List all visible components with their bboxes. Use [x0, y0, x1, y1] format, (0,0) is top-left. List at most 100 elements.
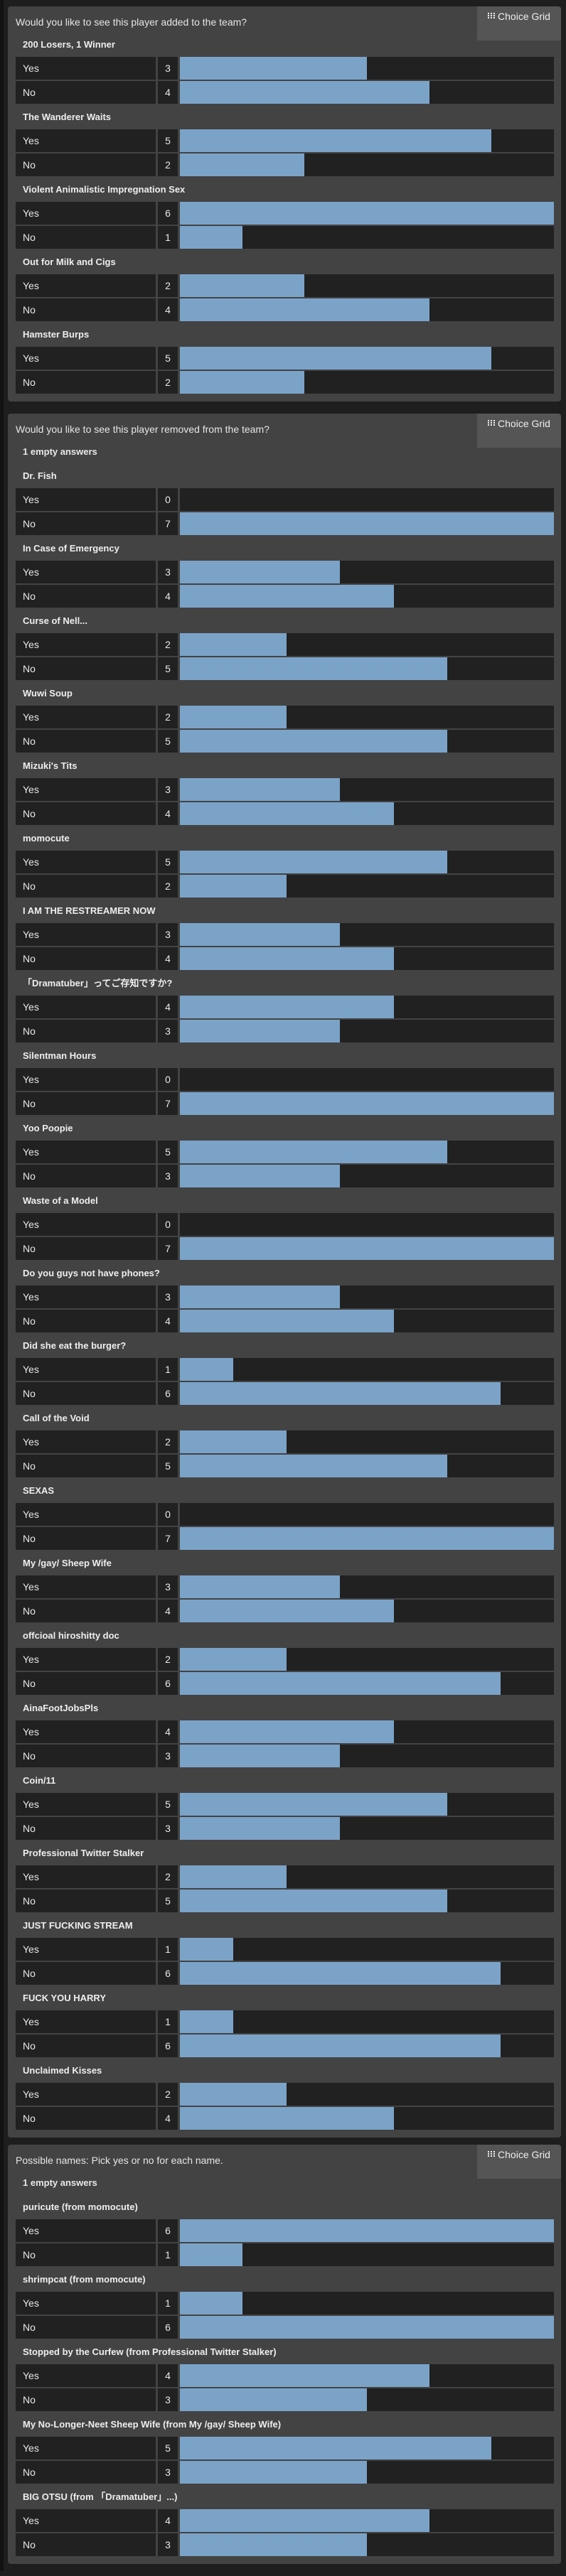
answer-row-no: No 7 [16, 1237, 554, 1260]
grid-row-question: Dr. Fish Yes 0 No 7 [16, 464, 554, 535]
answer-bar-track [180, 1455, 554, 1477]
answer-bar-fill [180, 1648, 287, 1671]
answer-label: No [16, 2533, 156, 2556]
answer-bar-fill [180, 1430, 287, 1453]
grid-row-heading: In Case of Emergency [23, 543, 119, 554]
answer-label: Yes [16, 1865, 156, 1888]
grid-row-heading: Coin/11 [23, 1775, 56, 1786]
answer-row-no: No 6 [16, 1382, 554, 1405]
answer-bar-fill [180, 1358, 234, 1381]
grid-row-heading: Out for Milk and Cigs [23, 257, 116, 267]
choice-grid-label: Choice Grid [498, 2149, 550, 2160]
answer-label: No [16, 585, 156, 608]
answer-bar-fill [180, 512, 554, 535]
grid-row-question: Curse of Nell... Yes 2 No 5 [16, 609, 554, 680]
answer-label: No [16, 1527, 156, 1550]
answer-label: No [16, 2388, 156, 2411]
answer-bar-track [180, 996, 554, 1018]
answer-bar-fill [180, 1600, 394, 1622]
choice-grid-badge[interactable]: Choice Grid [477, 2145, 561, 2179]
grid-row-question: offcioal hiroshitty doc Yes 2 No 6 [16, 1624, 554, 1695]
grid-row-heading: AinaFootJobsPls [23, 1703, 99, 1713]
grid-row-question: FUCK YOU HARRY Yes 1 No 6 [16, 1986, 554, 2057]
grid-row-heading: Professional Twitter Stalker [23, 1848, 144, 1858]
empty-answers-count: 1 empty answers [23, 2177, 97, 2188]
answer-bar-track [180, 129, 554, 152]
grid-row-heading: offcioal hiroshitty doc [23, 1630, 119, 1641]
answer-bar-track [180, 57, 554, 80]
answer-label: No [16, 2035, 156, 2057]
answer-bar-fill [180, 2292, 242, 2314]
page-left-edge [0, 0, 4, 2571]
answer-count: 5 [158, 730, 178, 753]
answer-label: Yes [16, 347, 156, 370]
answer-count: 4 [158, 2364, 178, 2387]
answer-count: 2 [158, 371, 178, 394]
answer-bar-fill [180, 1165, 341, 1187]
grid-row-question: Mizuki's Tits Yes 3 No 4 [16, 754, 554, 825]
answer-bar-track [180, 2219, 554, 2242]
grid-row-heading: Violent Animalistic Impregnation Sex [23, 184, 186, 195]
answer-label: No [16, 1455, 156, 1477]
answer-row-yes: Yes 6 [16, 2219, 554, 2242]
answer-count: 3 [158, 2461, 178, 2484]
answer-row-no: No 2 [16, 371, 554, 394]
answer-bar-fill [180, 2243, 242, 2266]
answer-row-yes: Yes 5 [16, 1793, 554, 1816]
answer-row-yes: Yes 4 [16, 1720, 554, 1743]
grid-row-question: Stopped by the Curfew (from Professional… [16, 2340, 554, 2411]
answer-bar-fill [180, 1938, 234, 1961]
answer-row-yes: Yes 3 [16, 1575, 554, 1598]
answer-row-no: No 3 [16, 1165, 554, 1187]
answer-row-no: No 3 [16, 1020, 554, 1042]
answer-label: Yes [16, 2010, 156, 2033]
question-panel: Would you like to see this player added … [8, 6, 561, 402]
answer-row-no: No 4 [16, 947, 554, 970]
choice-grid-badge[interactable]: Choice Grid [477, 6, 561, 41]
answer-label: No [16, 1672, 156, 1695]
answer-label: Yes [16, 488, 156, 511]
grid-row-heading: Hamster Burps [23, 329, 90, 340]
answer-bar-track [180, 1817, 554, 1840]
answer-bar-track [180, 1310, 554, 1332]
answer-count: 1 [158, 2010, 178, 2033]
answer-label: Yes [16, 633, 156, 656]
answer-bar-fill [180, 2010, 234, 2033]
answer-bar-fill [180, 298, 429, 321]
grid-row-question: Did she eat the burger? Yes 1 No 6 [16, 1334, 554, 1405]
answer-bar-track [180, 1672, 554, 1695]
answer-count: 5 [158, 129, 178, 152]
answer-count: 4 [158, 802, 178, 825]
question-title: Would you like to see this player added … [16, 16, 247, 28]
answer-label: No [16, 1165, 156, 1187]
answer-count: 3 [158, 1165, 178, 1187]
answer-row-yes: Yes 1 [16, 1938, 554, 1961]
answer-count: 3 [158, 2533, 178, 2556]
answer-row-yes: Yes 3 [16, 57, 554, 80]
answer-bar-track [180, 875, 554, 898]
answer-bar-track [180, 226, 554, 249]
answer-bar-track [180, 1938, 554, 1961]
answer-bar-fill [180, 1310, 394, 1332]
answer-bar-fill [180, 274, 305, 297]
answer-count: 4 [158, 1720, 178, 1743]
answer-bar-fill [180, 57, 367, 80]
answer-bar-track [180, 1720, 554, 1743]
answer-count: 5 [158, 851, 178, 873]
grid-row-question: Silentman Hours Yes 0 No 7 [16, 1044, 554, 1115]
answer-label: Yes [16, 1503, 156, 1526]
answer-label: Yes [16, 1430, 156, 1453]
answer-count: 4 [158, 2107, 178, 2130]
answer-bar-track [180, 347, 554, 370]
choice-grid-badge[interactable]: Choice Grid [477, 414, 561, 448]
answer-row-no: No 7 [16, 512, 554, 535]
grid-row-question: SEXAS Yes 0 No 7 [16, 1479, 554, 1550]
answer-row-no: No 3 [16, 1817, 554, 1840]
answer-bar-track [180, 274, 554, 297]
answer-row-no: No 4 [16, 2107, 554, 2130]
answer-bar-track [180, 153, 554, 176]
answer-row-yes: Yes 2 [16, 1430, 554, 1453]
answer-bar-track [180, 512, 554, 535]
grid-row-heading: SEXAS [23, 1485, 55, 1496]
answer-count: 3 [158, 2388, 178, 2411]
